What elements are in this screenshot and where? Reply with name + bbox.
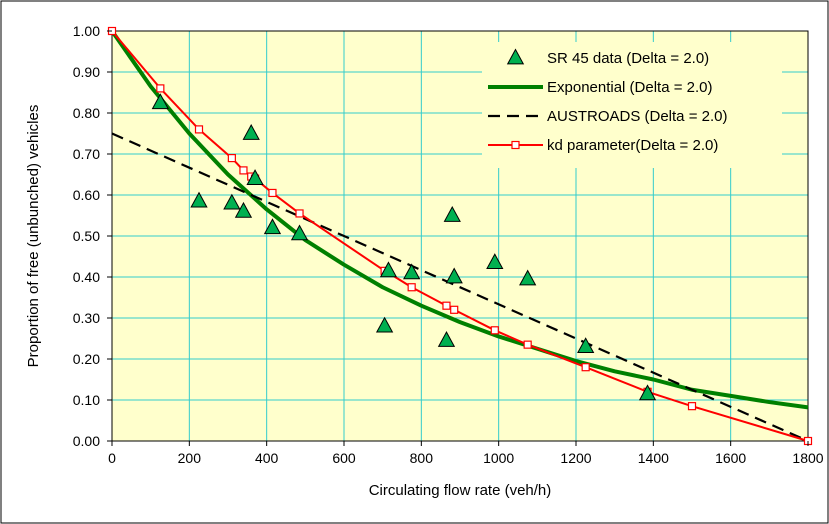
y-tick-label-3: 0.30 xyxy=(73,310,100,326)
kd-marker-18 xyxy=(687,402,697,411)
legend: SR 45 data (Delta = 2.0) Exponential (De… xyxy=(482,42,782,168)
legend-symbol-sr45 xyxy=(506,48,525,65)
x-tick-label-7: 1400 xyxy=(638,450,669,466)
sr45-point-1 xyxy=(190,191,208,208)
kd-marker-1 xyxy=(156,84,165,93)
y-tick-label-9: 0.90 xyxy=(73,64,100,80)
kd-marker-7 xyxy=(268,188,277,198)
sr45-point-13 xyxy=(445,267,463,284)
legend-symbol-kd xyxy=(488,140,543,150)
legend-item-sr45: SR 45 data (Delta = 2.0) xyxy=(506,48,709,67)
legend-label-austroads: AUSTROADS (Delta = 2.0) xyxy=(547,108,727,125)
sr45-point-11 xyxy=(437,331,456,347)
legend-triangle-marker xyxy=(506,48,525,65)
y-tick-label-5: 0.50 xyxy=(73,228,100,244)
legend-box xyxy=(482,42,782,168)
legend-square-marker xyxy=(511,140,520,150)
kd-marker-4 xyxy=(239,166,248,175)
kd-marker-8 xyxy=(295,209,304,218)
y-tick-label-10: 1.00 xyxy=(73,23,100,39)
sr45-point-7 xyxy=(290,224,309,241)
legend-label-exponential: Exponential (Delta = 2.0) xyxy=(547,79,713,96)
y-tick-label-2: 0.20 xyxy=(73,351,100,367)
x-axis-ticks: 0 200 400 600 800 1000 1200 1400 1600 1800 xyxy=(108,441,824,466)
x-tick-label-1: 200 xyxy=(178,450,202,466)
kd-marker-15 xyxy=(523,340,532,349)
y-axis-title: Proportion of free (unbunched) vehicles xyxy=(25,105,42,368)
kd-marker-2 xyxy=(194,125,204,134)
sr45-point-17 xyxy=(638,384,657,401)
y-tick-label-4: 0.40 xyxy=(73,269,100,285)
kd-marker-14 xyxy=(490,326,499,335)
austroads-line xyxy=(111,132,809,443)
x-tick-label-8: 1600 xyxy=(715,450,746,466)
sr45-point-4 xyxy=(242,124,260,140)
y-tick-label-7: 0.70 xyxy=(73,146,100,162)
y-axis-ticks: 0.00 0.10 0.20 0.30 0.40 0.50 0.60 0.70 0.80 0.90… xyxy=(73,23,112,449)
legend-label-sr45: SR 45 data (Delta = 2.0) xyxy=(547,50,709,67)
sr45-point-15 xyxy=(519,269,537,286)
sr45-point-0 xyxy=(151,93,169,110)
y-tick-label-6: 0.60 xyxy=(73,187,100,203)
x-tick-label-6: 1200 xyxy=(560,450,591,466)
series-austroads xyxy=(111,132,809,443)
y-tick-label-0: 0.00 xyxy=(73,433,100,449)
y-tick-label-1: 0.10 xyxy=(73,392,100,408)
x-tick-label-2: 400 xyxy=(255,450,279,466)
sr45-point-12 xyxy=(443,206,461,222)
x-tick-label-9: 1800 xyxy=(792,450,823,466)
x-tick-label-0: 0 xyxy=(108,450,116,466)
sr45-point-3 xyxy=(234,201,253,218)
sr45-point-10 xyxy=(403,263,421,280)
series-layer xyxy=(107,26,813,446)
x-tick-label-5: 1000 xyxy=(483,450,514,466)
x-axis-title: Circulating flow rate (veh/h) xyxy=(369,482,552,499)
kd-marker-11 xyxy=(407,283,416,292)
sr45-point-16 xyxy=(577,337,595,354)
legend-item-exponential: Exponential (Delta = 2.0) xyxy=(488,79,713,96)
sr45-point-6 xyxy=(263,218,282,235)
series-sr45-data xyxy=(151,93,657,401)
kd-marker-3 xyxy=(227,154,236,163)
sr45-point-8 xyxy=(375,316,394,333)
sr45-point-14 xyxy=(486,253,504,269)
y-tick-label-8: 0.80 xyxy=(73,105,100,121)
x-tick-label-4: 800 xyxy=(410,450,434,466)
sr45-point-2 xyxy=(223,193,241,210)
legend-item-kd: kd parameter(Delta = 2.0) xyxy=(488,137,718,154)
sr45-point-5 xyxy=(246,169,264,185)
sr45-point-9 xyxy=(379,261,398,278)
x-tick-label-3: 600 xyxy=(332,450,356,466)
legend-item-austroads: AUSTROADS (Delta = 2.0) xyxy=(488,108,727,125)
kd-marker-16 xyxy=(581,363,590,372)
kd-marker-13 xyxy=(450,305,459,314)
legend-label-kd: kd parameter(Delta = 2.0) xyxy=(547,137,718,154)
kd-marker-12 xyxy=(442,301,451,310)
